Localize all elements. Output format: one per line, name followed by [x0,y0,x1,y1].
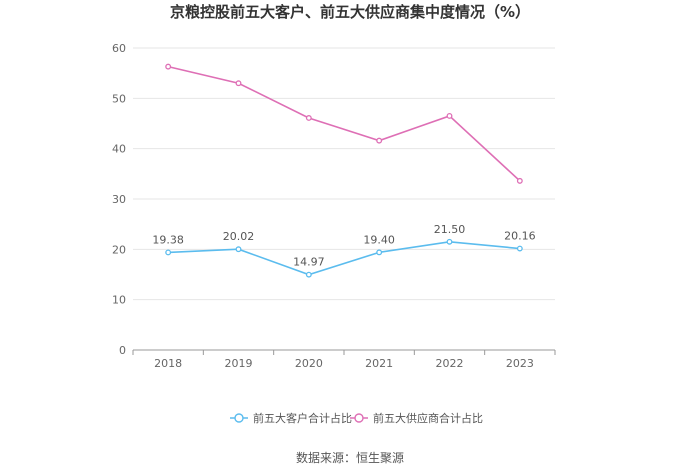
series-line [167,65,521,182]
y-tick-label: 10 [112,294,126,307]
data-labels: 19.38 20.02 14.97 19.40 21.50 20.16 [152,223,535,269]
data-label: 14.97 [293,256,325,269]
legend-swatch-marker [234,413,244,423]
data-label: 20.02 [223,230,255,243]
source-note: 数据来源：恒生聚源 [296,450,404,465]
x-tick-label: 2021 [365,357,393,370]
data-point [305,115,312,121]
data-label: 20.16 [504,230,536,243]
data-point [235,246,242,253]
legend-label: 前五大供应商合计占比 [373,411,483,425]
y-tick-label: 40 [112,143,126,156]
data-point [516,177,523,184]
x-tick-label: 2018 [154,357,182,370]
y-tick-label: 60 [112,42,126,55]
grid-lines [133,47,555,301]
data-point [446,112,453,119]
axes: 0 10 20 30 40 50 60 2018 2019 2020 2021 2022 2023 [112,42,556,370]
data-point [165,63,172,70]
legend-item: 前五大供应商合计占比 [350,411,483,425]
legend-item: 前五大客户合计占比 [230,411,352,425]
data-point [376,137,383,144]
data-label: 21.50 [434,223,466,236]
legend: 前五大客户合计占比 前五大供应商合计占比 [230,411,483,425]
x-tick-label: 2023 [506,357,534,370]
series [165,63,523,278]
data-point [446,238,453,245]
y-tick-label: 30 [112,193,126,206]
x-tick-label: 2020 [295,357,323,370]
y-tick-label: 20 [112,243,126,256]
legend-swatch-marker [354,413,364,423]
y-tick-label: 50 [112,92,126,105]
x-tick-label: 2022 [436,357,464,370]
chart-title: 京粮控股前五大客户、前五大供应商集中度情况（%） [170,3,530,21]
data-point [305,271,312,278]
data-label: 19.38 [152,233,184,246]
data-label: 19.40 [363,233,395,246]
data-point [376,249,383,256]
data-point [165,249,172,256]
series-line [168,240,520,276]
data-point [516,245,523,252]
y-tick-label: 0 [119,344,126,357]
legend-label: 前五大客户合计占比 [253,411,352,425]
data-point [235,80,242,87]
x-tick-label: 2019 [225,357,253,370]
